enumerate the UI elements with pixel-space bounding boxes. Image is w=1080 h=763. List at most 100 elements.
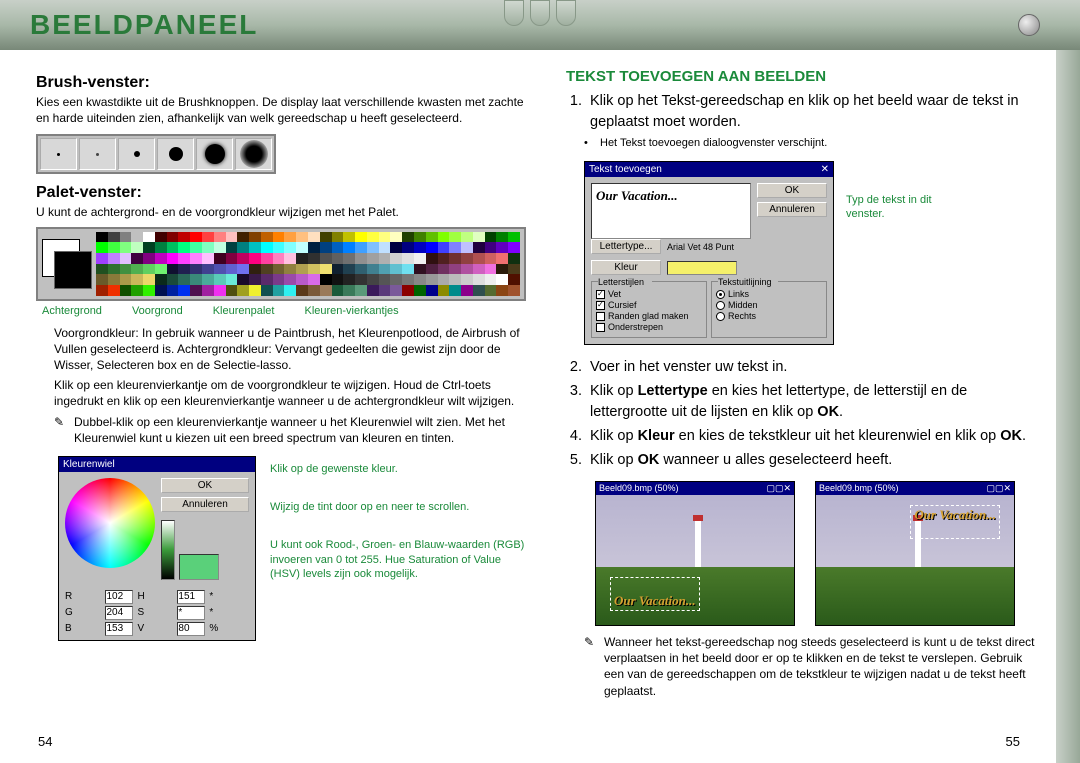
palette-cell[interactable] [96,285,108,296]
palette-cell[interactable] [202,253,214,264]
palette-cell[interactable] [343,274,355,285]
palette-cell[interactable] [108,274,120,285]
value-slider[interactable] [161,520,175,580]
palette-cell[interactable] [343,264,355,275]
palette-cell[interactable] [390,242,402,253]
palette-cell[interactable] [237,285,249,296]
palette-cell[interactable] [355,264,367,275]
foreground-swatch[interactable] [54,251,92,289]
palette-cell[interactable] [202,264,214,275]
palette-cell[interactable] [178,232,190,243]
palette-cell[interactable] [426,242,438,253]
palette-cell[interactable] [96,232,108,243]
palette-cell[interactable] [226,285,238,296]
palette-cell[interactable] [308,274,320,285]
palette-cell[interactable] [108,253,120,264]
palette-cell[interactable] [190,274,202,285]
palette-cell[interactable] [261,242,273,253]
palette-cell[interactable] [108,264,120,275]
palette-cell[interactable] [402,253,414,264]
palette-cell[interactable] [273,274,285,285]
brush-size-4[interactable] [157,138,194,170]
palette-cell[interactable] [131,285,143,296]
palette-cell[interactable] [449,253,461,264]
palette-cell[interactable] [379,285,391,296]
g-input[interactable] [105,606,133,620]
palette-cell[interactable] [390,232,402,243]
align-center-radio[interactable] [716,301,725,310]
close-icon[interactable]: ✕ [821,164,829,175]
smooth-checkbox[interactable] [596,312,605,321]
palette-cell[interactable] [332,242,344,253]
palette-cell[interactable] [426,274,438,285]
palette-cell[interactable] [167,232,179,243]
font-button[interactable]: Lettertype... [591,239,661,254]
palette-cell[interactable] [355,242,367,253]
palette-cell[interactable] [485,285,497,296]
palette-cell[interactable] [296,264,308,275]
brush-size-2[interactable] [79,138,116,170]
palette-cell[interactable] [226,264,238,275]
palette-cell[interactable] [190,264,202,275]
palette-cell[interactable] [449,285,461,296]
ok-button[interactable]: OK [161,478,249,493]
palette-cell[interactable] [261,232,273,243]
palette-cell[interactable] [284,264,296,275]
palette-cell[interactable] [426,264,438,275]
palette-cell[interactable] [214,274,226,285]
palette-cell[interactable] [202,274,214,285]
palette-cell[interactable] [167,274,179,285]
palette-cell[interactable] [143,232,155,243]
palette-cell[interactable] [131,232,143,243]
palette-cell[interactable] [438,285,450,296]
swatch-pair[interactable] [42,239,92,289]
palette-cell[interactable] [120,232,132,243]
palette-cell[interactable] [414,253,426,264]
palette-cell[interactable] [473,274,485,285]
palette-cell[interactable] [449,242,461,253]
palette-cell[interactable] [508,232,520,243]
palette-cell[interactable] [379,264,391,275]
palette-cell[interactable] [426,232,438,243]
palette-cell[interactable] [284,274,296,285]
palette-cell[interactable] [214,232,226,243]
palette-cell[interactable] [273,264,285,275]
palette-cell[interactable] [214,253,226,264]
palette-cell[interactable] [449,274,461,285]
brush-size-6[interactable] [235,138,272,170]
palette-cell[interactable] [485,274,497,285]
palette-cell[interactable] [261,253,273,264]
palette-cell[interactable] [120,285,132,296]
palette-cell[interactable] [237,242,249,253]
palette-cell[interactable] [296,274,308,285]
palette-cell[interactable] [120,242,132,253]
brush-size-1[interactable] [40,138,77,170]
palette-cell[interactable] [343,285,355,296]
palette-cell[interactable] [426,285,438,296]
palette-cell[interactable] [449,232,461,243]
palette-cell[interactable] [296,242,308,253]
palette-cell[interactable] [273,285,285,296]
palette-cell[interactable] [178,253,190,264]
palette-cell[interactable] [332,285,344,296]
palette-cell[interactable] [390,253,402,264]
palette-cell[interactable] [202,285,214,296]
palette-cell[interactable] [414,232,426,243]
palette-cell[interactable] [226,232,238,243]
palette-cell[interactable] [296,285,308,296]
palette-cell[interactable] [143,274,155,285]
colorwheel[interactable] [65,478,155,568]
brush-size-5[interactable] [196,138,233,170]
palette-cell[interactable] [202,232,214,243]
palette-cell[interactable] [414,242,426,253]
palette-cell[interactable] [96,264,108,275]
align-right-radio[interactable] [716,312,725,321]
palette-cell[interactable] [473,285,485,296]
palette-cell[interactable] [320,253,332,264]
palette-cell[interactable] [190,242,202,253]
palette-cell[interactable] [155,253,167,264]
palette-cell[interactable] [402,274,414,285]
palette-cell[interactable] [320,232,332,243]
underline-checkbox[interactable] [596,323,605,332]
palette-cell[interactable] [402,242,414,253]
